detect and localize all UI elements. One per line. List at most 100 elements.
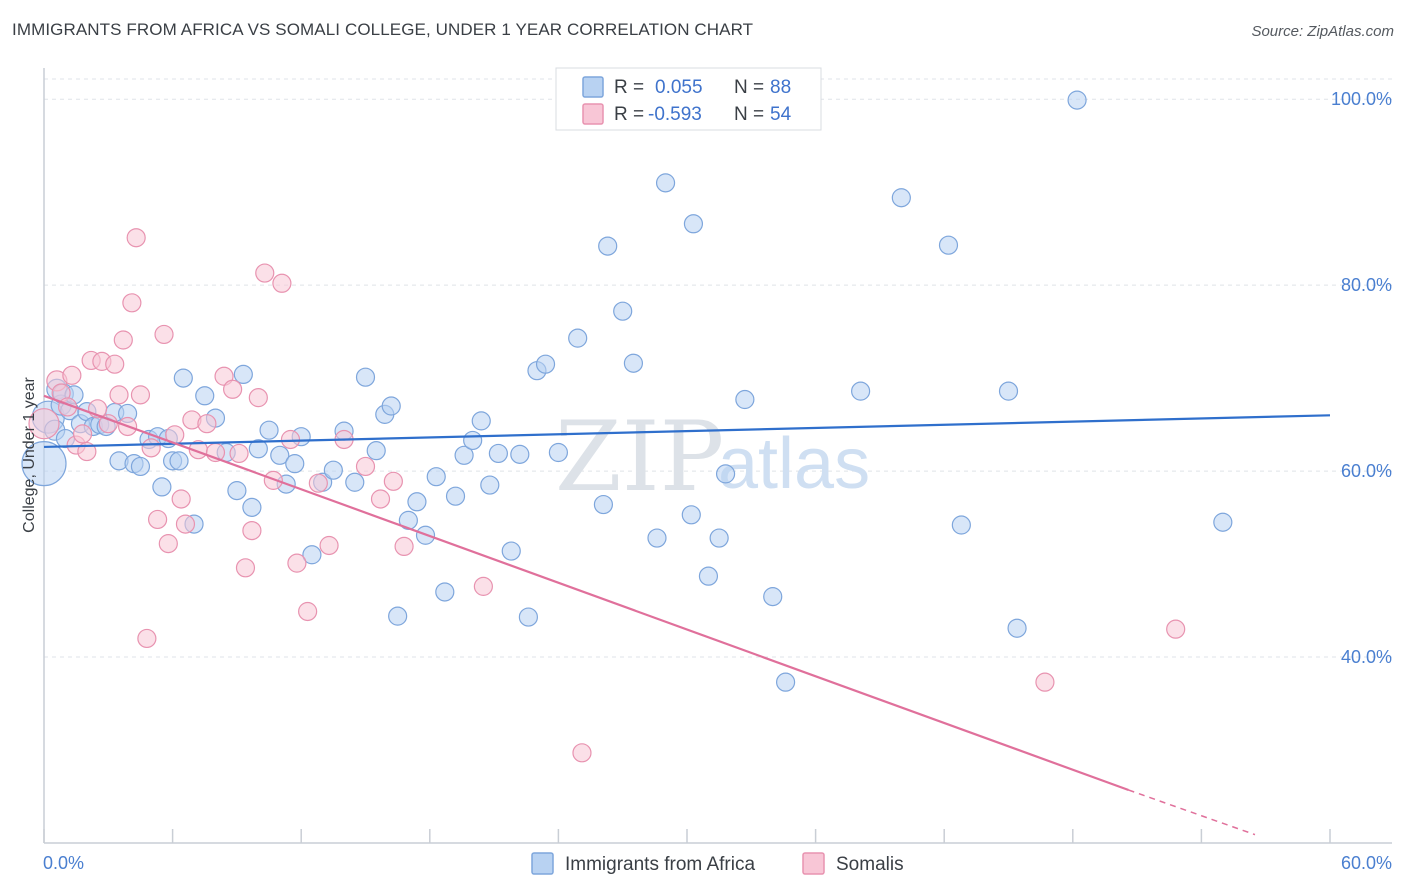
africa-point [388,606,408,626]
x-tick-max: 60.0% [1341,853,1392,873]
somali-point [355,456,376,477]
legend-r-label-africa: R = [614,77,644,98]
somali-point [62,365,82,385]
somali-point [263,470,283,490]
trend-lines [43,394,1331,836]
x-tick-min: 0.0% [43,853,84,873]
somali-point [130,385,151,405]
africa-point [647,528,667,548]
africa-point [568,328,588,348]
somali-point [154,324,174,345]
somali-point [242,520,262,541]
somali-point [72,424,93,444]
africa-point [938,235,959,255]
y-tick-label: 80.0% [1341,275,1392,295]
africa-point [1007,618,1027,638]
somali-point [1035,672,1055,692]
series-legend: Immigrants from Africa Somalis [531,852,904,875]
legend-n-value-africa: 88 [770,77,791,98]
africa-point [655,173,676,193]
africa-point [445,486,466,506]
africa-point [355,367,376,387]
africa-point [891,188,911,208]
legend-swatch-somalis [582,103,604,125]
africa-point [488,443,508,464]
somali-point [473,576,493,596]
somali-point [98,414,118,434]
bottom-legend-label-africa: Immigrants from Africa [565,854,755,875]
somali-point [235,558,256,578]
africa-point [851,381,871,401]
africa-point [535,354,556,374]
africa-point [593,494,614,515]
bottom-legend-swatch-africa [531,852,554,875]
africa-point [518,607,538,627]
somali-point [147,509,168,530]
africa-point [681,505,701,525]
africa-point [471,411,491,431]
africa-point [435,582,455,602]
somali-point [105,354,125,374]
somali-point [370,489,391,509]
somali-point [319,535,339,556]
africa-point [1067,90,1087,110]
somali-trend-line-extension [1128,789,1256,836]
legend-n-label-africa: N = [734,77,764,98]
somali-trend-line [43,394,1129,792]
somali-point [394,536,414,557]
data-points [21,90,1233,763]
africa-point [735,389,755,410]
chart-title: IMMIGRANTS FROM AFRICA VS SOMALI COLLEGE… [12,20,754,39]
africa-point [270,445,290,465]
correlation-legend: R = 0.055 N = 88 R = -0.593 N = 54 [555,67,822,131]
africa-point [285,454,305,474]
legend-swatch-africa [582,76,604,98]
somali-point [113,330,133,350]
somali-point [197,414,217,434]
y-tick-label: 100.0% [1331,89,1392,109]
somali-point [572,743,592,763]
africa-point [998,381,1019,401]
africa-point [613,301,633,321]
somali-point [109,385,129,405]
africa-point [169,451,189,471]
somali-point [280,429,301,450]
africa-point [173,368,193,388]
africa-point [763,587,783,607]
y-axis-label: College, Under 1 year [21,377,38,533]
bottom-legend-swatch-somalis [802,852,825,875]
africa-point [683,214,704,234]
africa-point [598,236,618,256]
africa-point [480,475,500,495]
africa-point [21,441,67,487]
africa-point [709,528,729,548]
somali-point [141,438,161,458]
africa-trend-line [43,414,1331,449]
legend-n-value-somalis: 54 [770,104,792,125]
somali-point [223,379,243,399]
africa-point [426,467,446,487]
africa-point [698,566,719,586]
somali-point [229,443,249,464]
y-tick-labels: 40.0% 60.0% 80.0% 100.0% [1331,89,1392,667]
somali-point [383,471,403,491]
somali-point [308,473,328,493]
africa-point [227,481,247,501]
somali-point [298,601,318,622]
somali-point [126,228,146,248]
africa-point [454,445,474,465]
y-tick-label: 40.0% [1341,647,1392,667]
africa-point [233,364,253,384]
legend-r-value-somalis: -0.593 [648,104,702,125]
watermark-atlas: atlas [718,424,870,504]
africa-point [195,386,215,406]
africa-point [248,439,268,459]
somali-point [248,388,268,408]
africa-point [152,477,172,497]
somali-point [255,263,275,283]
africa-point [259,420,279,440]
somali-point [171,489,191,509]
africa-point [548,442,569,463]
africa-point [623,353,644,373]
